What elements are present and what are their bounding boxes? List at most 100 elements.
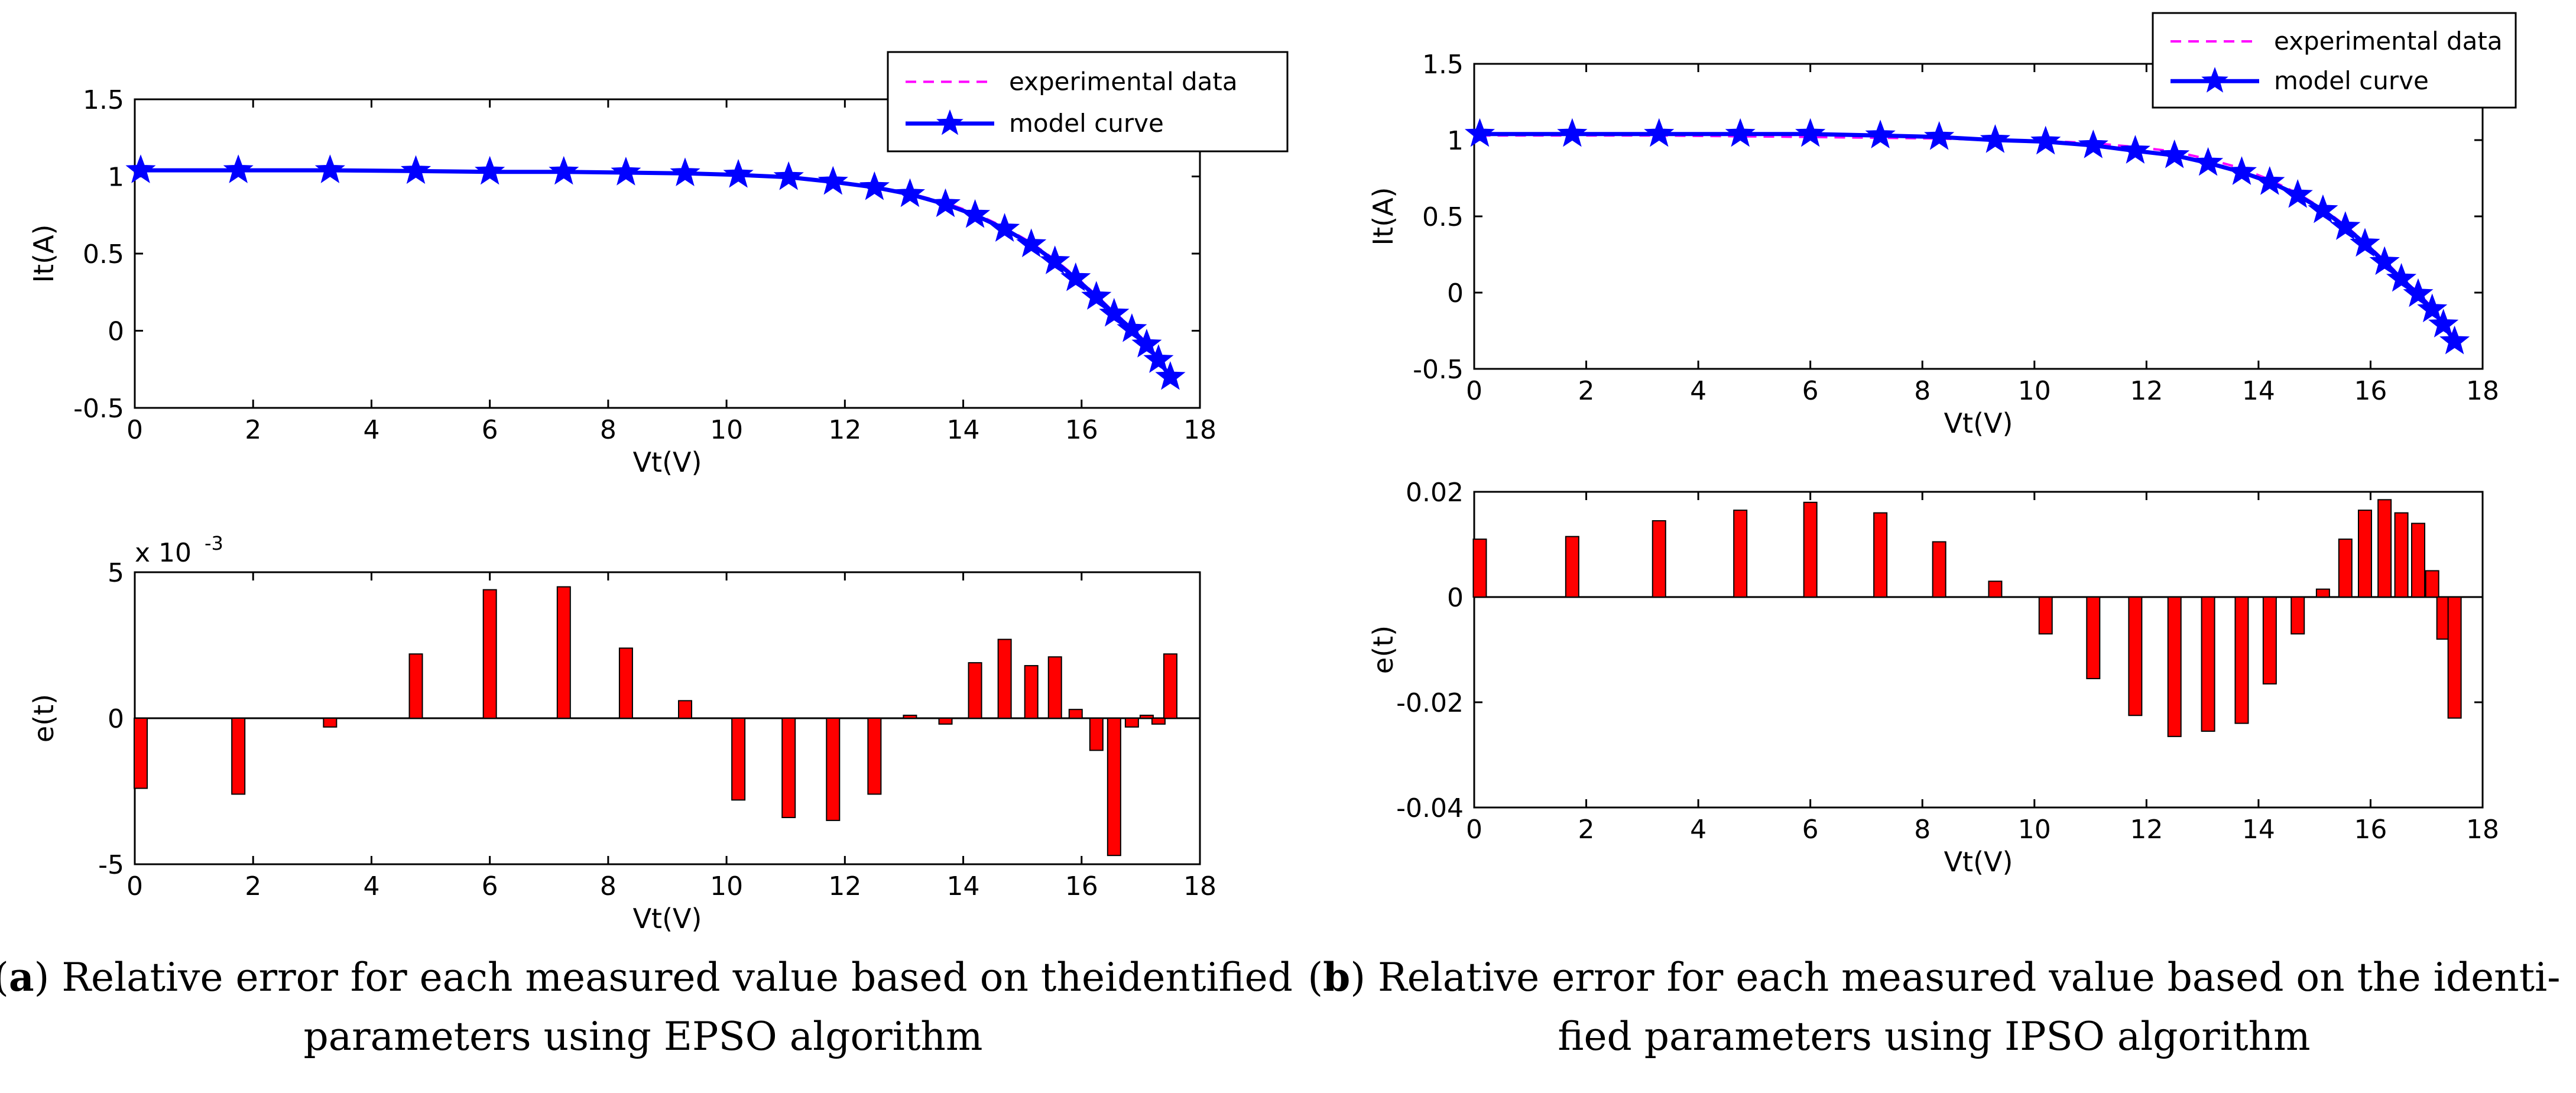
x-tick-label: 12 [828, 871, 861, 901]
error-bar [2315, 588, 2330, 598]
x-tick-label: 18 [2466, 376, 2499, 406]
series-point-star [723, 159, 754, 188]
series-point-star [1464, 118, 1495, 147]
error-bar [2447, 596, 2462, 719]
y-tick-label: -0.02 [1396, 688, 1464, 718]
x-tick-label: 6 [1802, 815, 1819, 845]
panel-b-top-chart: 0 2 4 6 8 10 12 14 16 18-0.500.511.5Vt(V)It(A)exp… [1367, 12, 2517, 439]
series-point-star [611, 157, 641, 186]
series-point-star [2403, 278, 2434, 307]
x-axis-label: Vt(V) [633, 903, 702, 935]
error-bar [2038, 596, 2053, 635]
x-tick-label: 12 [828, 415, 861, 445]
error-bar [323, 718, 338, 728]
y-tick-label: 1 [108, 163, 124, 193]
error-bar [2394, 512, 2409, 598]
error-bar [1107, 718, 1121, 857]
x-tick-label: 8 [1914, 815, 1931, 845]
x-tick-label: 6 [482, 415, 498, 445]
error-bar [1733, 510, 1748, 598]
x-tick-label: 2 [1578, 815, 1595, 845]
x-tick-label: 14 [947, 415, 980, 445]
error-bar [1047, 656, 1062, 719]
x-tick-label: 14 [947, 871, 980, 901]
x-tick-label: 2 [245, 415, 261, 445]
error-bar [618, 647, 633, 719]
series-point-star [1980, 124, 2011, 153]
series-point-star [1131, 329, 1162, 358]
error-bar [1803, 501, 1818, 598]
y-axis-label: e(t) [1367, 625, 1399, 674]
error-bar [2201, 596, 2215, 732]
error-bar [1163, 653, 1177, 719]
x-tick-label: 2 [245, 871, 261, 901]
x-tick-label: 0 [126, 871, 143, 901]
series-point-star [1725, 118, 1756, 147]
y-tick-label: 1.5 [1422, 50, 1464, 80]
series-point-star [2226, 156, 2257, 185]
series-point-star [2159, 139, 2190, 168]
series-point-star [549, 155, 579, 185]
y-tick-label: 5 [108, 558, 124, 588]
caption-b-line1: (b) Relative error for each measured val… [1308, 954, 2560, 1000]
x-tick-label: 8 [600, 415, 617, 445]
series-point-star [1557, 118, 1588, 147]
error-bar [1124, 718, 1139, 728]
error-bar [2167, 596, 2182, 737]
error-bar [2262, 596, 2277, 685]
error-bar [997, 638, 1012, 719]
plot-area [1473, 63, 2484, 370]
x-tick-label: 14 [2242, 815, 2275, 845]
series-point-star [2254, 166, 2285, 195]
series-point-star [1081, 281, 1112, 310]
y-tick-label: 0.5 [1422, 202, 1464, 232]
series-point-star [125, 154, 156, 183]
series-point-star [1644, 118, 1675, 147]
legend-box [887, 51, 1289, 153]
x-tick-label: 6 [482, 871, 498, 901]
series-point-star [1924, 121, 1955, 150]
series-point-star [2282, 179, 2313, 208]
error-bar [231, 718, 246, 795]
x-tick-label: 4 [1690, 815, 1706, 845]
series-point-star [1143, 344, 1174, 373]
series-point-star [894, 178, 926, 207]
series-point-star [989, 213, 1020, 242]
error-bar [2357, 510, 2372, 598]
series-point-star [400, 155, 432, 184]
error-bar [903, 715, 917, 719]
series-point-star [2330, 211, 2361, 240]
caption-a-line1: (a) Relative error for each measured val… [0, 954, 1293, 1000]
error-bar [2338, 539, 2353, 598]
error-bar [2377, 499, 2392, 598]
x-tick-label: 8 [600, 871, 617, 901]
error-bar [1151, 718, 1166, 725]
x-tick-label: 10 [2018, 815, 2051, 845]
series-point-star [1040, 245, 1070, 274]
error-bar [678, 700, 693, 719]
x-tick-label: 0 [126, 415, 143, 445]
error-bar [1652, 520, 1666, 598]
caption-a-line2: parameters using EPSO algorithm [304, 1014, 983, 1059]
error-bar [1932, 541, 1946, 598]
x-tick-label: 10 [2018, 376, 2051, 406]
y-tick-label: 1 [1447, 126, 1464, 156]
series-point-star [1060, 262, 1091, 291]
y-tick-label: -0.5 [1413, 355, 1464, 385]
x-tick-label: 2 [1578, 376, 1595, 406]
x-axis-label: Vt(V) [633, 446, 702, 478]
caption-b-line2: fied parameters using IPSO algorithm [1558, 1014, 2310, 1059]
error-bar [2234, 596, 2249, 724]
error-bar [826, 718, 841, 821]
y-tick-label: 0 [1447, 583, 1464, 613]
error-bar [408, 653, 423, 719]
series-point-star [817, 166, 848, 195]
error-bar [2086, 596, 2101, 679]
error-bar [1472, 539, 1487, 598]
y-tick-label: 0.5 [83, 239, 124, 270]
error-bar [1068, 709, 1083, 719]
x-tick-label: 4 [363, 871, 379, 901]
x-tick-label: 6 [1802, 376, 1819, 406]
